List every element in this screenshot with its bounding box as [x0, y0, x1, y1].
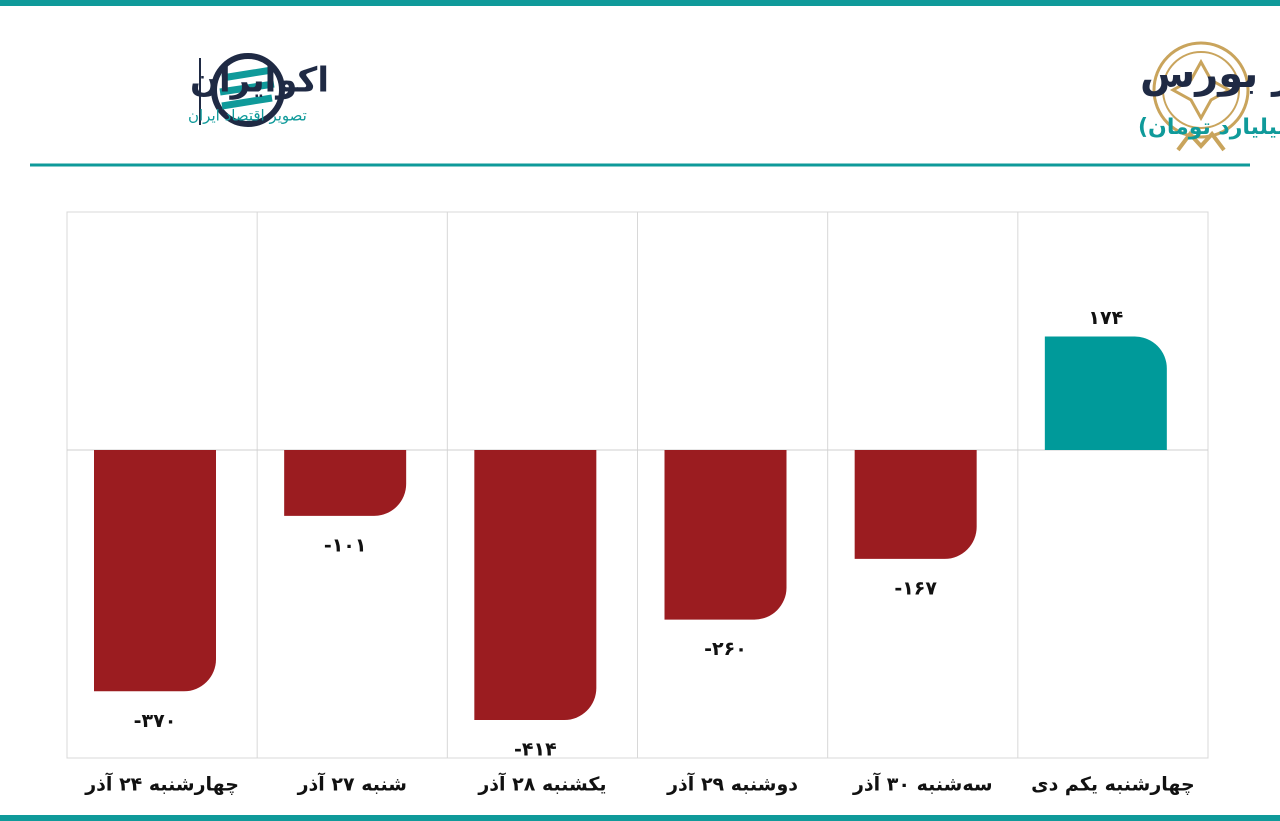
bar — [664, 450, 787, 620]
x-tick-label: دوشنبه ۲۹ آذر — [666, 772, 798, 796]
bar — [284, 450, 407, 516]
value-label: -۴۱۴ — [514, 739, 557, 761]
x-tick-label: چهارشنبه یکم دی — [1031, 774, 1195, 796]
bar — [854, 450, 977, 559]
value-label: ۱۷۴ — [1088, 307, 1123, 329]
x-tick-label: یکشنبه ۲۸ آذر — [477, 772, 606, 796]
value-label: -۳۷۰ — [134, 710, 177, 732]
top-border — [0, 0, 1280, 6]
emblem — [1152, 41, 1250, 152]
chart-subtitle: (واحد:میلیارد تومان) — [1138, 115, 1280, 140]
value-label: -۱۶۷ — [894, 577, 937, 599]
bar — [1044, 336, 1167, 450]
x-tick-label: چهارشنبه ۲۴ آذر — [84, 772, 239, 796]
chart-title: روند ورود و خروج پول حقیقی در بورس — [1140, 51, 1280, 97]
brand-tagline: تصویر اقتصاد ایران — [188, 107, 307, 125]
bottom-border — [0, 815, 1280, 821]
value-label: -۱۰۱ — [324, 534, 367, 556]
bar — [94, 450, 216, 692]
brand-logo — [199, 53, 285, 127]
bar — [474, 450, 597, 720]
x-tick-label: شنبه ۲۷ آذر — [297, 772, 407, 796]
brand-name: اکوایران — [190, 61, 329, 101]
x-tick-label: سه‌شنبه ۳۰ آذر — [852, 772, 993, 796]
value-label: -۲۶۰ — [704, 638, 747, 660]
